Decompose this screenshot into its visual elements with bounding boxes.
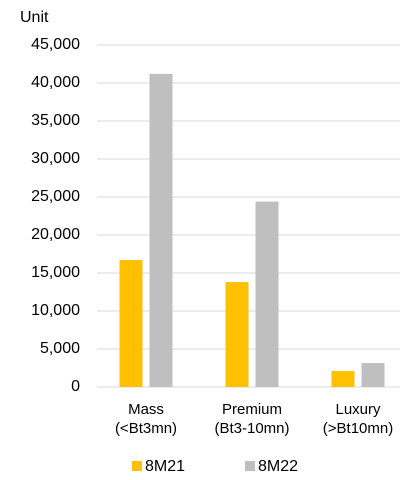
y-axis-label: Unit <box>20 9 49 26</box>
x-tick-label: (Bt3-10mn) <box>214 420 289 437</box>
y-tick-label: 40,000 <box>31 74 80 91</box>
legend-swatch <box>132 461 142 471</box>
x-tick-label: Mass <box>128 401 164 418</box>
x-tick-label: (>Bt10mn) <box>323 420 393 437</box>
bar <box>255 201 279 387</box>
legend-label: 8M21 <box>145 458 185 475</box>
legend-label: 8M22 <box>258 458 298 475</box>
y-tick-label: 10,000 <box>31 302 80 319</box>
y-tick-label: 0 <box>71 378 80 395</box>
y-tick-label: 35,000 <box>31 112 80 129</box>
x-tick-label: Premium <box>222 401 282 418</box>
y-tick-label: 20,000 <box>31 226 80 243</box>
bar <box>361 363 385 387</box>
y-tick-label: 25,000 <box>31 188 80 205</box>
bar <box>331 371 355 387</box>
bar <box>225 282 249 387</box>
x-tick-label: (<Bt3mn) <box>115 420 177 437</box>
y-tick-label: 45,000 <box>31 36 80 53</box>
bar <box>149 73 173 387</box>
y-tick-label: 15,000 <box>31 264 80 281</box>
legend-swatch <box>245 461 255 471</box>
x-tick-label: Luxury <box>335 401 381 418</box>
bar <box>119 260 143 387</box>
y-tick-label: 30,000 <box>31 150 80 167</box>
y-tick-label: 5,000 <box>40 340 80 357</box>
